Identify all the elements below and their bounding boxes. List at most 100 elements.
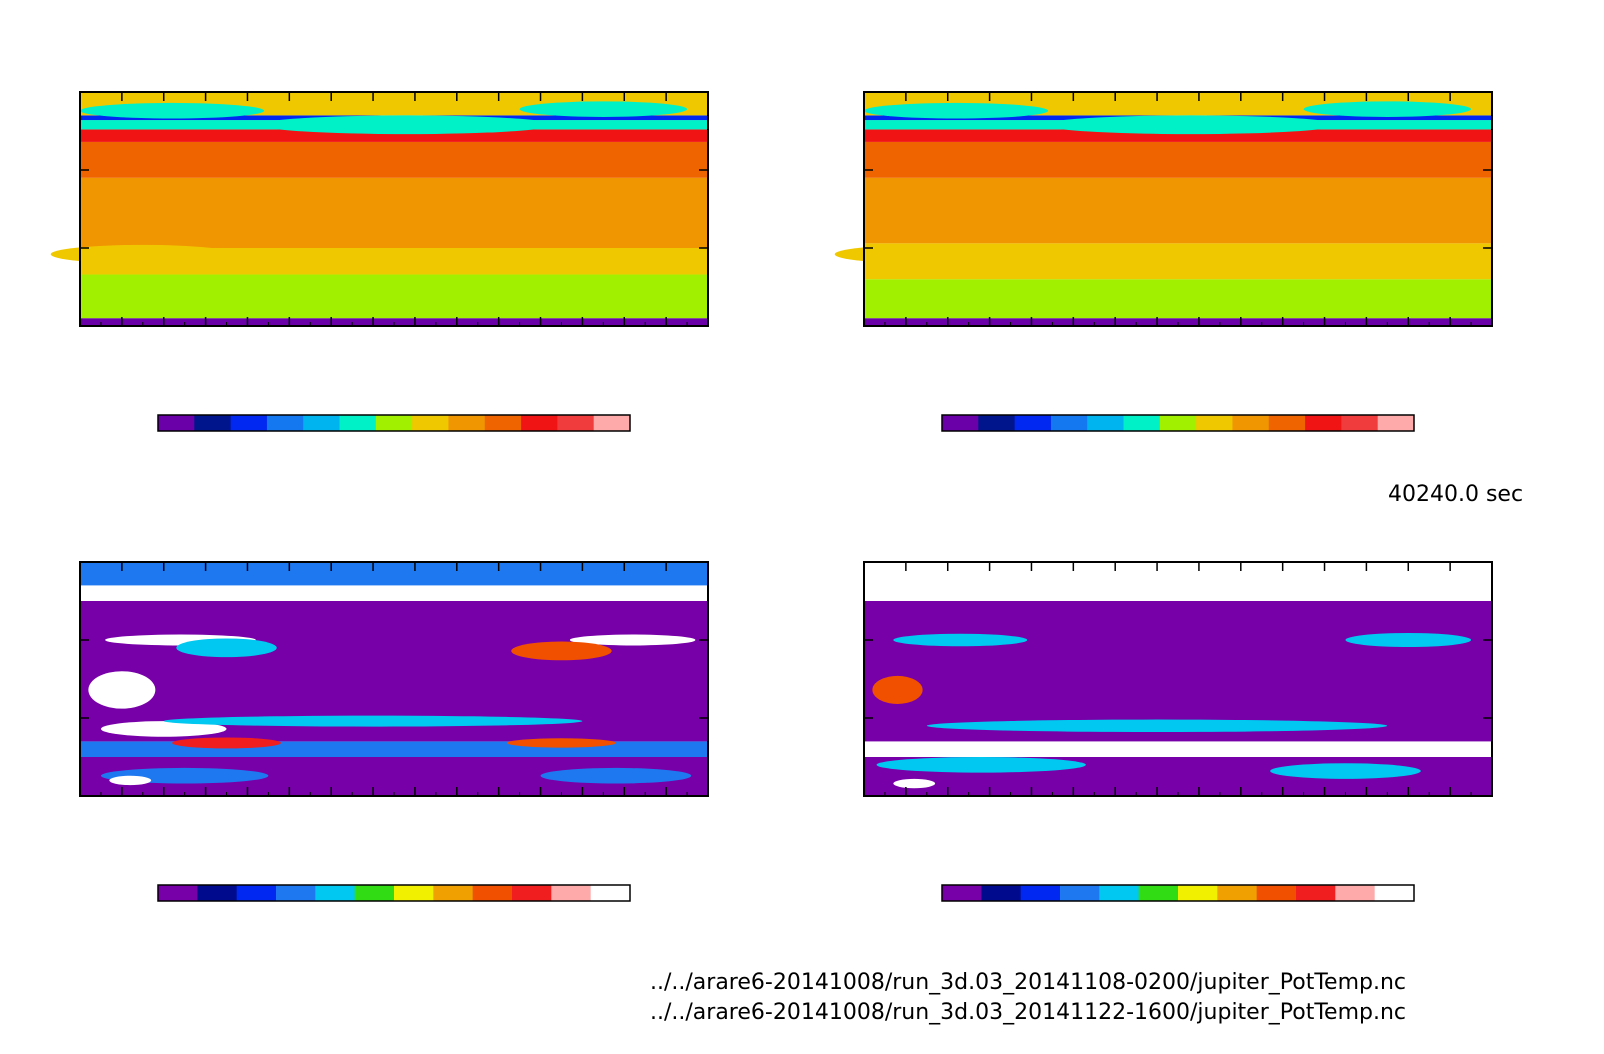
field-blob bbox=[176, 638, 277, 658]
colorbar-segment bbox=[512, 885, 552, 901]
field-blob bbox=[163, 715, 583, 727]
field-blob bbox=[67, 587, 361, 599]
time-label: 40240.0 sec bbox=[1388, 482, 1524, 507]
field-blob bbox=[893, 778, 936, 789]
colorbar-segment bbox=[942, 885, 982, 901]
field-blob bbox=[834, 244, 1019, 264]
colorbar-segment bbox=[339, 415, 377, 431]
colorbar-segment bbox=[394, 885, 434, 901]
colorbar-segment bbox=[1256, 885, 1297, 901]
colorbar-segment bbox=[448, 415, 486, 431]
field-blob bbox=[893, 633, 1028, 647]
colorbar-segment bbox=[1178, 885, 1218, 901]
colorbar-segment bbox=[590, 885, 631, 901]
colorbar-segment bbox=[484, 415, 522, 431]
field-blob bbox=[1291, 566, 1442, 583]
colorbar-segment bbox=[1305, 415, 1342, 431]
field-blob bbox=[88, 671, 156, 709]
colorbar-segment bbox=[981, 885, 1022, 901]
colorbar-segment bbox=[1060, 885, 1100, 901]
field-blob bbox=[260, 115, 554, 135]
colorbar-segment bbox=[1159, 415, 1197, 431]
colorbar-segment bbox=[1014, 415, 1052, 431]
colorbar-segment bbox=[266, 415, 304, 431]
colorbar-segment bbox=[1050, 415, 1088, 431]
field-band bbox=[864, 279, 1492, 319]
field-blob bbox=[172, 737, 281, 749]
field-blob bbox=[1345, 632, 1472, 648]
field-blob bbox=[1219, 742, 1430, 754]
colorbar-segment bbox=[276, 885, 316, 901]
field-band bbox=[864, 141, 1492, 178]
colorbar-segment bbox=[1335, 885, 1376, 901]
field-blob bbox=[80, 102, 265, 119]
field-blob bbox=[1270, 763, 1421, 779]
field-band bbox=[80, 141, 708, 178]
colorbar-segment bbox=[236, 885, 277, 901]
colorbar-segment bbox=[1232, 415, 1270, 431]
colorbar-segment bbox=[194, 415, 232, 431]
field-blob bbox=[540, 767, 692, 784]
field-blob bbox=[100, 721, 227, 737]
colorbar-segment bbox=[158, 885, 198, 901]
field-blob bbox=[109, 775, 152, 786]
colorbar-segment bbox=[942, 415, 979, 431]
colorbar-segment bbox=[1374, 885, 1415, 901]
field-blob bbox=[1094, 566, 1262, 583]
field-band bbox=[80, 274, 708, 319]
colorbar-segment bbox=[1123, 415, 1161, 431]
colorbar-segment bbox=[1377, 415, 1415, 431]
colorbar-segment bbox=[354, 885, 395, 901]
colorbar-segment bbox=[1087, 415, 1125, 431]
colorbar-segment bbox=[1196, 415, 1233, 431]
field-band bbox=[864, 177, 1492, 244]
colorbar-segment bbox=[1099, 885, 1140, 901]
colorbar-segment bbox=[1268, 415, 1306, 431]
colorbar-segment bbox=[472, 885, 513, 901]
field-blob bbox=[519, 101, 688, 117]
colorbar-segment bbox=[978, 415, 1016, 431]
field-blob bbox=[1303, 101, 1472, 117]
field-blob bbox=[50, 244, 235, 264]
field-band bbox=[864, 601, 1492, 742]
panel-2 bbox=[834, 91, 1493, 432]
colorbar-frame bbox=[941, 414, 1415, 432]
colorbar-segment bbox=[433, 885, 474, 901]
colorbar-segment bbox=[303, 415, 341, 431]
field-blob bbox=[1391, 248, 1492, 261]
field-blob bbox=[864, 102, 1049, 119]
field-band bbox=[80, 177, 708, 248]
field-blob bbox=[607, 248, 708, 261]
colorbar-segment bbox=[1020, 885, 1061, 901]
colorbar-segment bbox=[1341, 415, 1379, 431]
colorbar-segment bbox=[557, 415, 595, 431]
field-blob bbox=[876, 757, 1086, 773]
colorbar-segment bbox=[1217, 885, 1258, 901]
field-blob bbox=[872, 566, 957, 583]
field-blob bbox=[511, 641, 612, 661]
field-blob bbox=[385, 587, 679, 599]
colorbar-frame bbox=[157, 414, 631, 432]
colorbar-frame bbox=[941, 884, 1415, 902]
colorbar-segment bbox=[593, 415, 631, 431]
colorbar-segment bbox=[197, 885, 238, 901]
field-blob bbox=[569, 634, 696, 646]
colorbar-frame bbox=[157, 884, 631, 902]
colorbar-segment bbox=[230, 415, 268, 431]
field-blob bbox=[872, 675, 923, 704]
colorbar-segment bbox=[521, 415, 558, 431]
colorbar-segment bbox=[1296, 885, 1336, 901]
field-blob bbox=[926, 719, 1388, 733]
colorbar-segment bbox=[551, 885, 592, 901]
colorbar-segment bbox=[315, 885, 356, 901]
colorbar-segment bbox=[158, 415, 195, 431]
field-band bbox=[864, 129, 1492, 142]
footer-path-1: ../../arare6-20141008/run_3d.03_20141108… bbox=[650, 970, 1406, 995]
field-band bbox=[80, 562, 708, 586]
colorbar-segment bbox=[375, 415, 413, 431]
panel-3 bbox=[67, 561, 709, 902]
panel-4 bbox=[863, 561, 1493, 902]
footer-path-2: ../../arare6-20141008/run_3d.03_20141122… bbox=[650, 1000, 1406, 1025]
